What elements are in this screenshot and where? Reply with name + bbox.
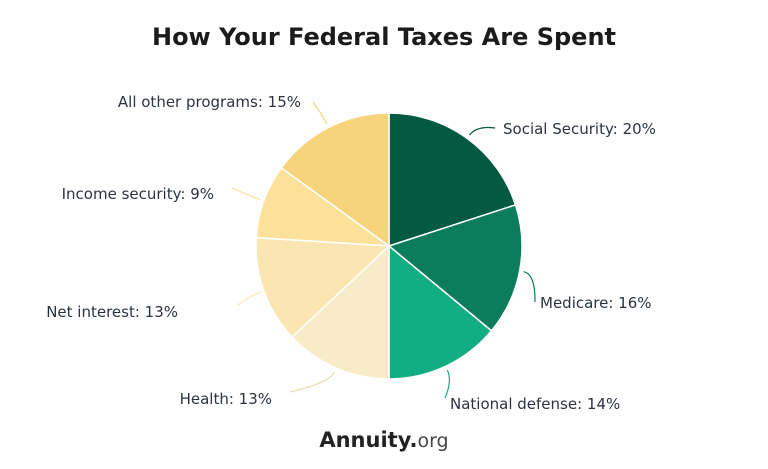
logo-dot: . bbox=[409, 428, 417, 452]
slice-label: Health: 13% bbox=[180, 390, 272, 408]
pie-slice bbox=[290, 244, 390, 380]
leader-line bbox=[289, 371, 336, 393]
slice-label: Net interest: 13% bbox=[46, 303, 178, 321]
slice-label: All other programs: 15% bbox=[118, 93, 301, 111]
chart-title: How Your Federal Taxes Are Spent bbox=[152, 23, 616, 51]
leader-line bbox=[523, 271, 536, 303]
slice-label: Social Security: 20% bbox=[503, 120, 656, 138]
pie-slice bbox=[280, 112, 390, 248]
pie-slice bbox=[388, 244, 493, 380]
slice-label: National defense: 14% bbox=[450, 395, 620, 413]
leader-line bbox=[237, 291, 261, 306]
pie-slice bbox=[255, 236, 391, 339]
logo-text: Annuity.org bbox=[319, 428, 448, 452]
slice-label: Income security: 9% bbox=[62, 185, 214, 203]
slice-label: Medicare: 16% bbox=[540, 294, 652, 312]
leader-line bbox=[444, 369, 450, 399]
leader-line bbox=[312, 101, 328, 125]
pie-slice bbox=[388, 112, 517, 248]
pie-slice bbox=[387, 203, 523, 332]
leader-line bbox=[469, 126, 496, 136]
leader-line bbox=[231, 187, 261, 201]
logo: Annuity.org bbox=[319, 428, 448, 452]
